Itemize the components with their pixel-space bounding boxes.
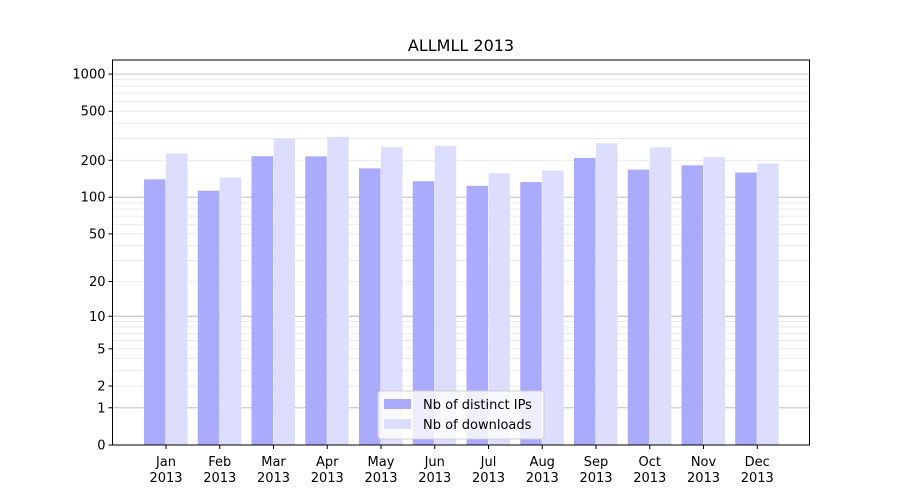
x-tick-label-month: Sep	[584, 455, 609, 470]
y-tick-label: 1	[97, 401, 105, 416]
bar-distinct-ips	[574, 157, 596, 445]
x-tick-label-month: Oct	[639, 455, 661, 470]
legend-swatch	[384, 419, 411, 429]
bar-downloads	[649, 147, 672, 445]
bar-downloads	[166, 153, 188, 445]
x-axis: Jan2013Feb2013Mar2013Apr2013May2013Jun20…	[149, 445, 774, 486]
x-tick-label-month: Aug	[530, 455, 555, 470]
bar-downloads	[219, 177, 242, 445]
bar-distinct-ips	[144, 179, 166, 445]
bar-distinct-ips	[627, 169, 650, 445]
x-tick-label-month: Feb	[208, 455, 231, 470]
bar-distinct-ips	[466, 185, 488, 445]
y-tick-label: 200	[81, 154, 106, 169]
bar-downloads	[757, 163, 779, 445]
bar-downloads	[434, 145, 457, 445]
bar-downloads	[703, 156, 725, 446]
x-tick-label-year: 2013	[741, 471, 774, 486]
y-tick-label: 500	[81, 105, 106, 120]
y-tick-label: 5	[97, 342, 105, 357]
x-tick-label-month: Jun	[424, 455, 445, 470]
bar-distinct-ips	[197, 190, 220, 445]
x-tick-label-year: 2013	[203, 471, 236, 486]
y-tick-label: 2	[97, 380, 105, 395]
y-tick-label: 10	[89, 310, 106, 325]
bar-distinct-ips	[520, 182, 542, 445]
x-tick-label-year: 2013	[526, 471, 559, 486]
bar-distinct-ips	[735, 172, 757, 445]
bar-downloads	[273, 138, 295, 445]
x-tick-label-month: Mar	[261, 455, 286, 470]
bar-distinct-ips	[681, 165, 703, 445]
x-tick-label-year: 2013	[633, 471, 666, 486]
bar-downloads	[381, 147, 403, 445]
x-tick-label-year: 2013	[472, 471, 505, 486]
x-tick-label-month: May	[368, 455, 395, 470]
x-tick-label-year: 2013	[687, 471, 720, 486]
bars	[144, 136, 779, 446]
x-tick-label-year: 2013	[149, 471, 182, 486]
x-tick-label-month: Jul	[480, 455, 497, 470]
bar-distinct-ips	[412, 181, 435, 445]
legend-label: Nb of downloads	[423, 418, 532, 433]
y-tick-label: 50	[89, 227, 106, 242]
y-axis: 0 1 2 5 10 20 50 100 200 500 1000	[72, 68, 113, 454]
x-tick-label-month: Nov	[691, 455, 717, 470]
chart-title: ALLMLL 2013	[408, 36, 514, 55]
legend-label: Nb of distinct IPs	[423, 398, 532, 413]
legend: Nb of distinct IPs Nb of downloads	[377, 390, 545, 440]
x-tick-label-year: 2013	[364, 471, 397, 486]
x-tick-label-year: 2013	[418, 471, 451, 486]
y-tick-label: 1000	[72, 68, 105, 83]
legend-swatch	[384, 399, 411, 409]
bar-distinct-ips	[251, 156, 273, 446]
x-tick-label-year: 2013	[311, 471, 344, 486]
x-tick-label-month: Apr	[316, 455, 339, 470]
x-tick-label-year: 2013	[579, 471, 612, 486]
bar-downloads	[542, 170, 564, 445]
bar-downloads	[596, 143, 618, 445]
bar-distinct-ips	[359, 168, 381, 445]
bar-downloads	[488, 173, 510, 445]
y-tick-label: 100	[81, 191, 106, 206]
x-tick-label-year: 2013	[257, 471, 290, 486]
y-tick-label: 20	[89, 275, 106, 290]
x-tick-label-month: Dec	[745, 455, 770, 470]
bar-downloads	[327, 136, 349, 445]
y-tick-label: 0	[97, 439, 105, 454]
x-tick-label-month: Jan	[155, 455, 176, 470]
plot-frame	[112, 59, 810, 446]
legend-box	[377, 390, 545, 440]
bar-distinct-ips	[305, 156, 327, 446]
